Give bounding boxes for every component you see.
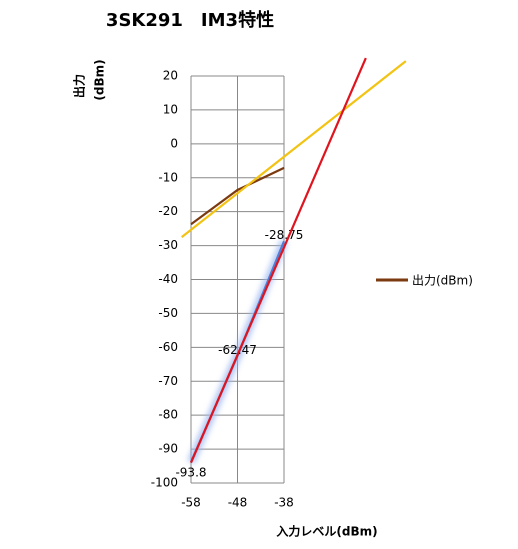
y-tick-label: -10 [158, 170, 178, 184]
y-tick-label: -30 [158, 238, 178, 252]
data-label: -62.47 [218, 343, 257, 357]
y-axis-label: (dBm) [93, 59, 107, 100]
y-tick-label: 20 [163, 69, 178, 83]
y-tick-label: -50 [158, 306, 178, 320]
chart-title: 3SK291 IM3特性 [106, 9, 274, 31]
series-line [190, 166, 285, 226]
x-axis-label: 入力レベル(dBm) [276, 524, 377, 539]
data-label: -93.8 [175, 465, 206, 479]
x-tick-label: -38 [274, 496, 294, 510]
y-tick-label: -20 [158, 204, 178, 218]
series-line [189, 57, 367, 464]
y-tick-label: -40 [158, 272, 178, 286]
y-tick-label: -80 [158, 408, 178, 422]
x-tick-label: -48 [228, 496, 248, 510]
y-axis-label: 出力 [72, 74, 87, 98]
data-label: -28.75 [265, 228, 304, 242]
y-tick-label: 0 [170, 136, 178, 150]
y-tick-label: -60 [158, 340, 178, 354]
legend-label: 出力(dBm) [412, 274, 473, 288]
series-line [181, 60, 407, 238]
x-tick-label: -58 [181, 496, 201, 510]
y-tick-label: -70 [158, 374, 178, 388]
y-tick-label: -100 [151, 476, 178, 490]
y-tick-label: -90 [158, 442, 178, 456]
y-tick-label: 10 [163, 102, 178, 116]
